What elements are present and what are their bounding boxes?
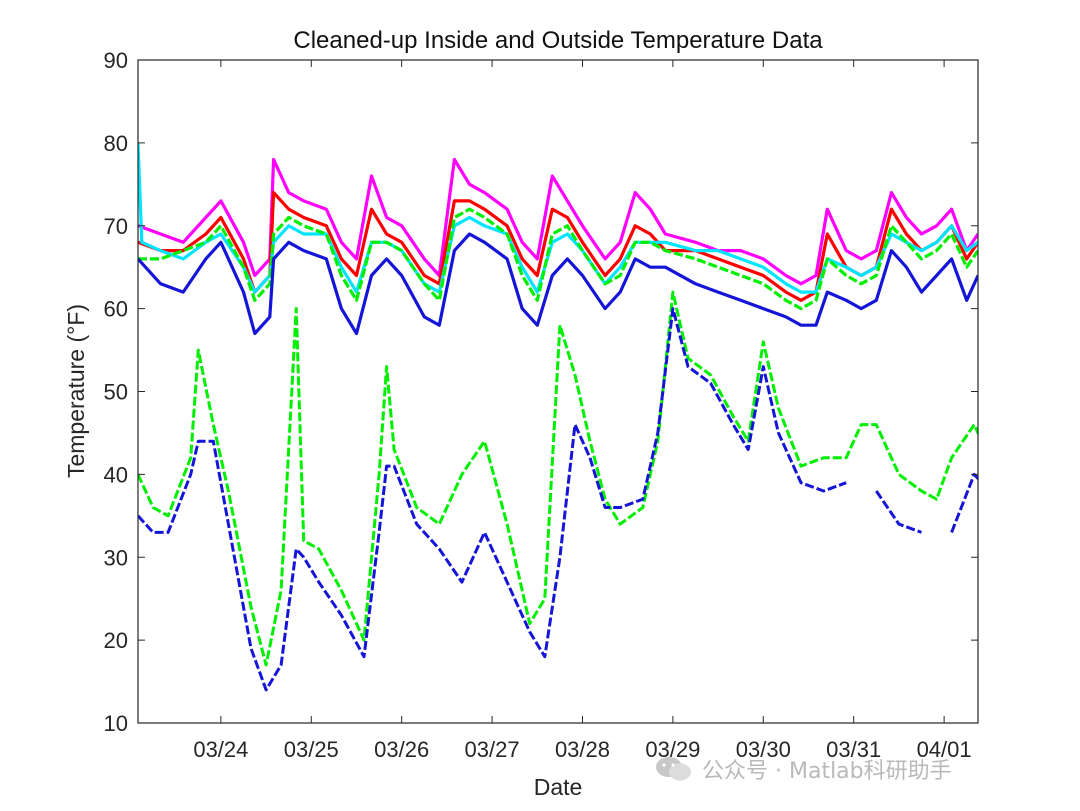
series-line-1 xyxy=(138,157,978,286)
plot-area xyxy=(137,59,979,724)
y-tick-label: 90 xyxy=(104,48,128,73)
wechat-icon xyxy=(656,757,691,781)
chart-title: Cleaned-up Inside and Outside Temperatur… xyxy=(293,27,823,54)
y-tick-label: 30 xyxy=(104,545,128,570)
y-tick-label: 50 xyxy=(104,380,128,405)
series-line-7 xyxy=(138,307,978,692)
y-tick-label: 10 xyxy=(104,711,128,736)
x-tick-label: 03/24 xyxy=(193,737,248,762)
y-tick-label: 20 xyxy=(104,628,128,653)
x-tick-label: 03/27 xyxy=(465,737,520,762)
x-tick-label: 03/28 xyxy=(555,737,610,762)
x-tick-label: 03/26 xyxy=(374,737,429,762)
y-tick-label: 60 xyxy=(104,297,128,322)
series-line-6 xyxy=(138,290,978,667)
y-tick-label: 40 xyxy=(104,462,128,487)
x-tick-label: 04/01 xyxy=(917,737,972,762)
watermark-text: 公众号 · Matlab科研助手 xyxy=(702,759,952,784)
x-axis-label: Date xyxy=(534,774,583,800)
x-tick-label: 03/31 xyxy=(826,737,881,762)
series-line-5 xyxy=(138,232,978,336)
y-tick-label: 70 xyxy=(104,214,128,239)
y-tick-label: 80 xyxy=(104,131,128,156)
watermark: 公众号 · Matlab科研助手 xyxy=(654,752,952,786)
y-axis-label: Temperature (°F) xyxy=(63,304,89,478)
series-line-4 xyxy=(138,207,978,311)
x-tick-label: 03/25 xyxy=(284,737,339,762)
x-tick-label: 03/30 xyxy=(736,737,791,762)
